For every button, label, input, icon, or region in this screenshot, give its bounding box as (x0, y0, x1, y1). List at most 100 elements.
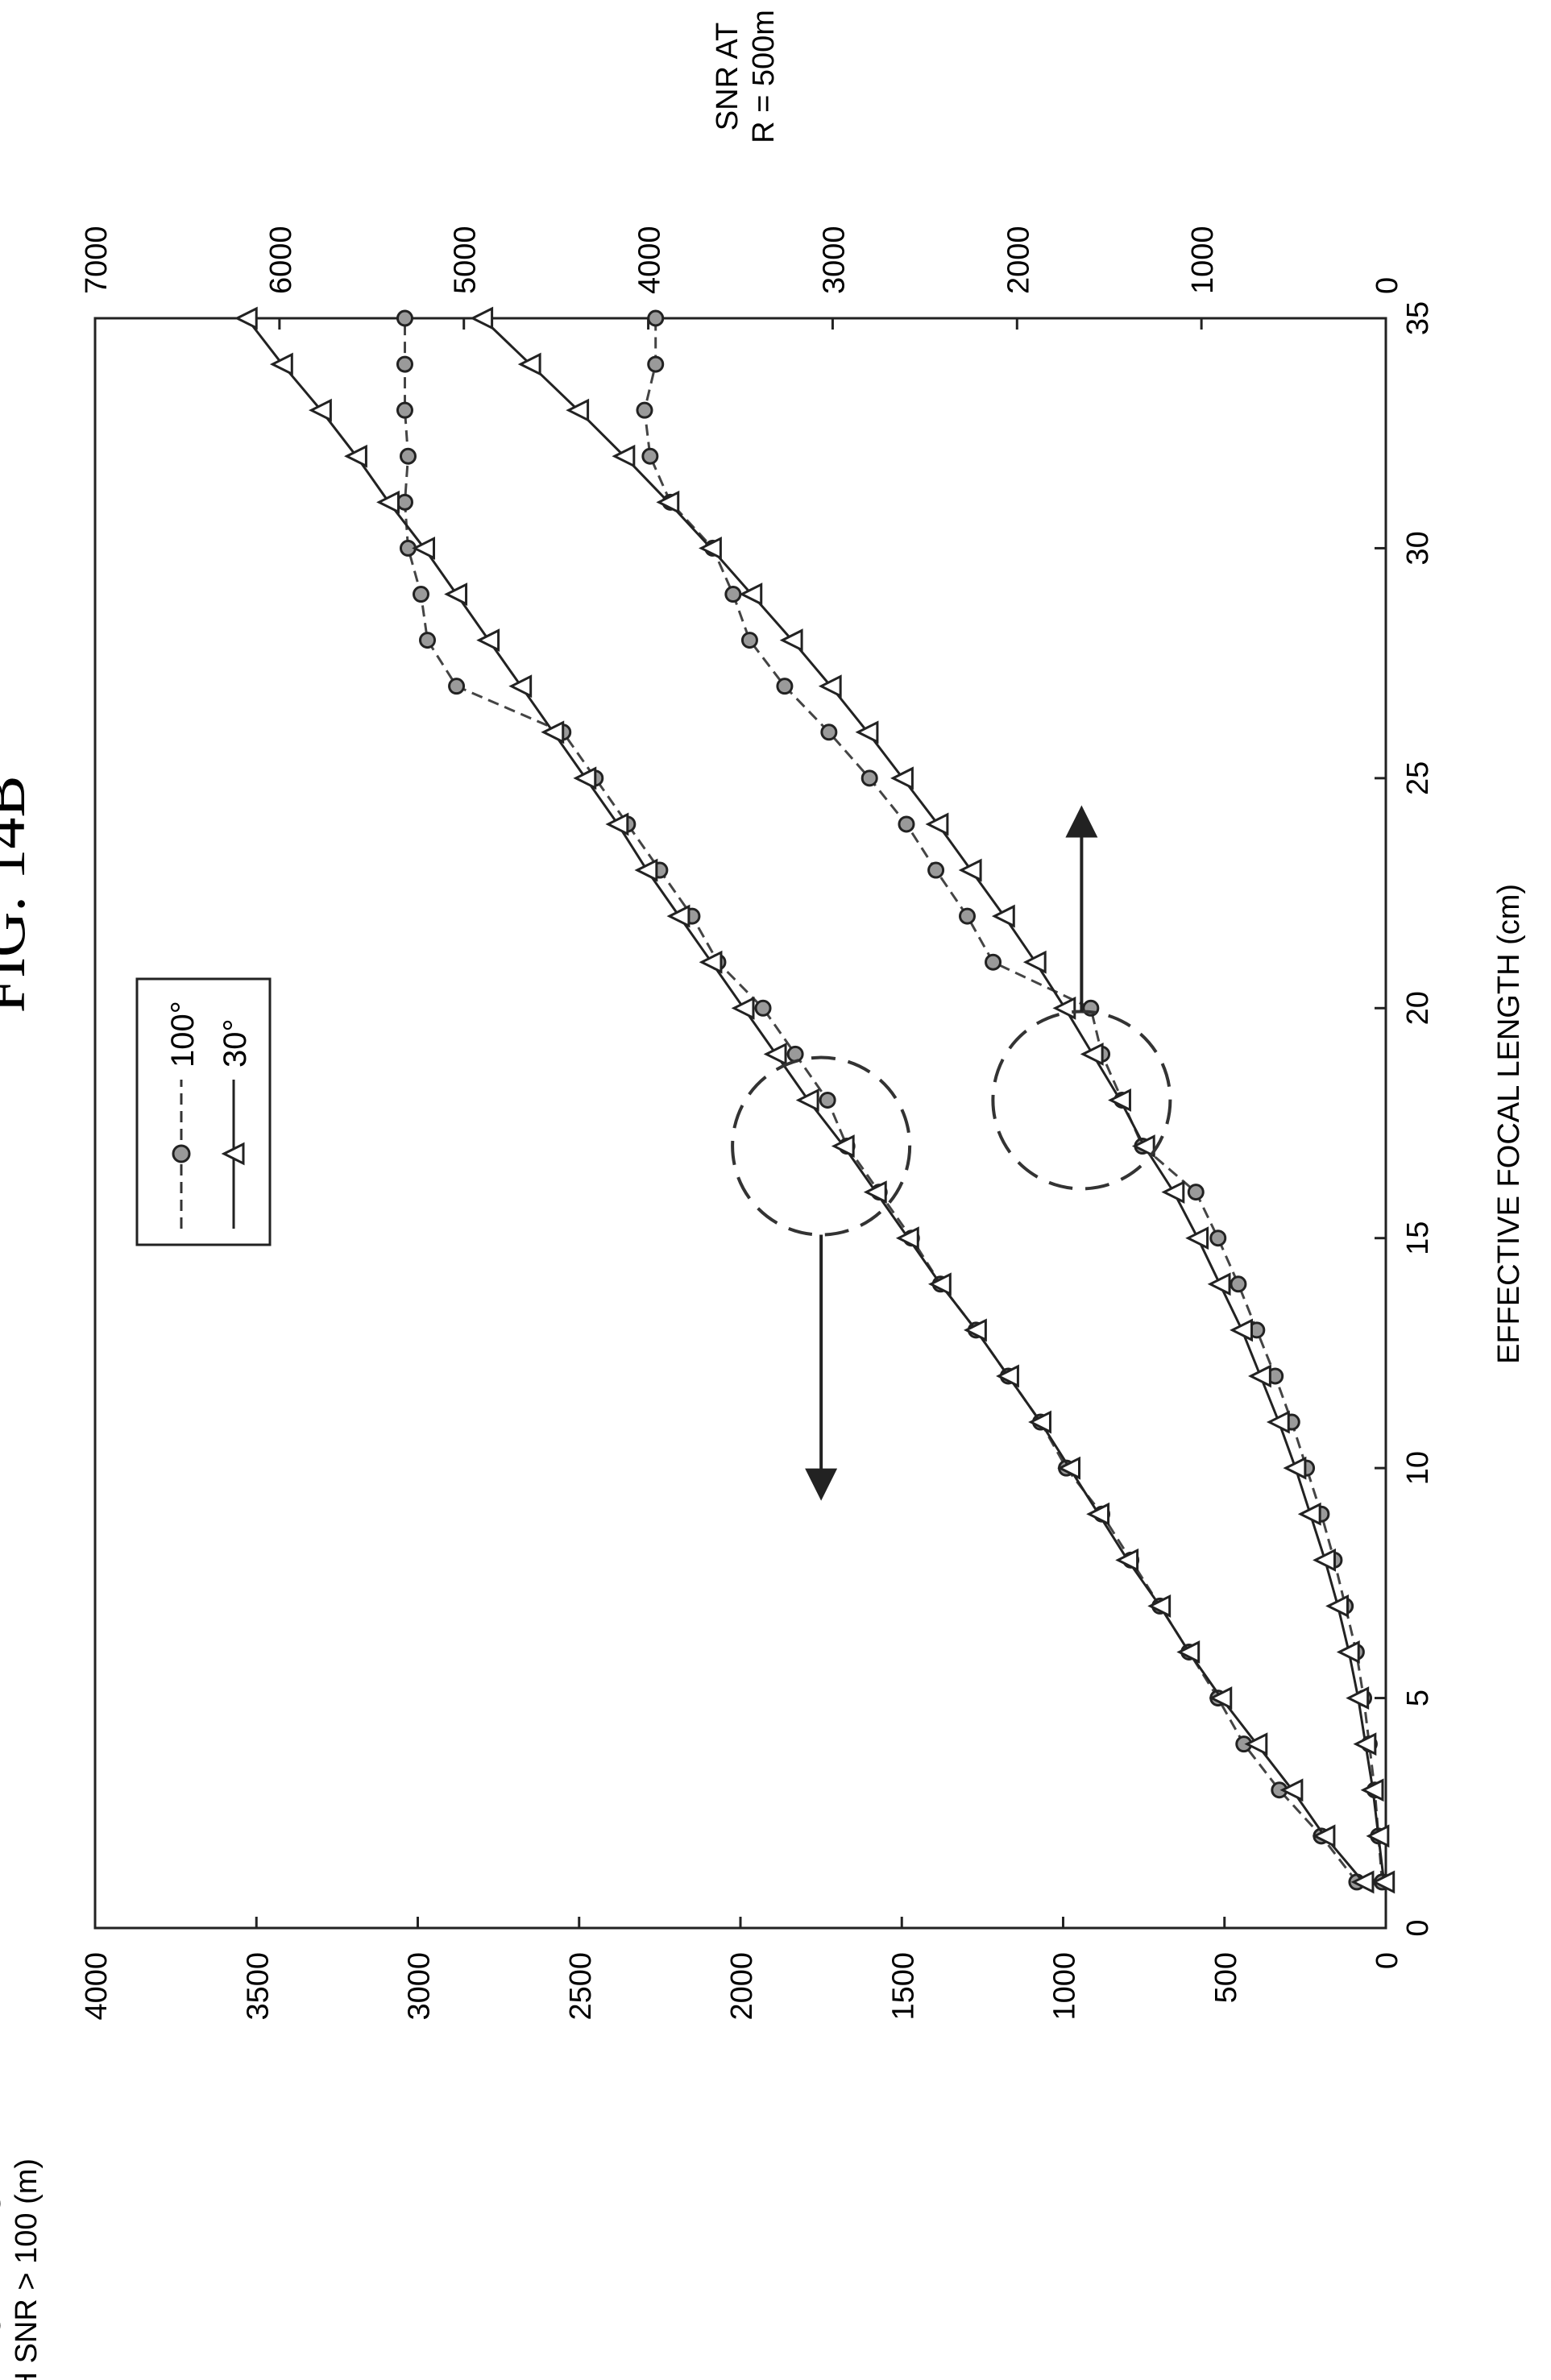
right-tick-label: 1000 (1186, 226, 1220, 294)
triangle-marker (1312, 1824, 1336, 1848)
x-tick-label: 5 (1401, 1690, 1435, 1706)
triangle-marker (1161, 1180, 1185, 1205)
triangle-marker (1297, 1502, 1321, 1526)
circle-marker (396, 493, 413, 511)
triangle-marker (1209, 1686, 1233, 1710)
triangle-marker (699, 537, 722, 560)
triangle-marker (1115, 1548, 1139, 1572)
triangle-marker (1176, 1640, 1201, 1664)
circle-marker (641, 447, 659, 465)
triangle-marker (1371, 1870, 1395, 1894)
circle-marker (985, 953, 1002, 971)
left-tick-label: 500 (1209, 1952, 1243, 2003)
left-tick-label: 3500 (241, 1952, 275, 2021)
triangle-marker (818, 674, 842, 699)
triangle-marker (1207, 1272, 1231, 1296)
triangle-marker (1185, 1226, 1209, 1250)
triangle-marker (1230, 1318, 1253, 1342)
triangle-marker (1336, 1640, 1360, 1664)
left-axis-title-line-2: WITH SNR > 100 (m) (10, 2158, 44, 2380)
triangle-marker (958, 858, 982, 882)
triangle-marker (1057, 1456, 1081, 1480)
circle-marker (1187, 1184, 1205, 1201)
right-axis-title-line-1: SNR AT (711, 23, 744, 131)
x-tick-label: 10 (1401, 1451, 1435, 1485)
series-layer (234, 306, 1395, 1894)
triangle-marker (1248, 1364, 1271, 1388)
left-tick-label: 4000 (80, 1952, 114, 2021)
right-tick-label: 7000 (80, 226, 114, 294)
x-tick-label: 0 (1401, 1919, 1435, 1936)
triangle-marker (731, 996, 755, 1020)
circle-marker (396, 401, 413, 419)
triangle-marker (831, 1134, 855, 1158)
left-axis-title: MAXIMUM RANGE WITH SNR > 100 (m) (0, 2158, 44, 2380)
triangle-marker (1028, 1410, 1051, 1434)
annotations (731, 805, 1172, 1501)
triangle-marker (634, 858, 658, 882)
triangle-marker (444, 583, 468, 606)
triangle-marker (927, 1272, 952, 1296)
triangle-marker (1353, 1732, 1377, 1756)
circle-marker (724, 586, 742, 603)
triangle-marker (508, 674, 533, 699)
triangle-marker (1313, 1548, 1336, 1572)
circle-marker (861, 769, 878, 787)
circle-marker (448, 678, 466, 695)
circle-marker (820, 724, 838, 741)
series-line (643, 318, 1383, 1883)
triangle-marker (605, 812, 629, 836)
right-tick-label: 2000 (1002, 226, 1035, 294)
triangle-marker (925, 812, 949, 836)
circle-marker (399, 447, 417, 465)
triangle-marker (666, 904, 690, 928)
triangle-marker (1022, 950, 1047, 974)
circle-marker (754, 999, 772, 1017)
triangle-marker (991, 904, 1015, 928)
circle-marker (647, 309, 665, 327)
triangle-marker (890, 766, 914, 790)
circle-marker (1230, 1275, 1247, 1293)
series-right-triangle (470, 306, 1395, 1894)
triangle-marker (1086, 1502, 1110, 1526)
triangle-marker (1080, 1042, 1104, 1066)
left-tick-label: 2500 (564, 1952, 598, 2021)
triangle-marker (895, 1226, 919, 1250)
right-tick-label: 5000 (449, 226, 483, 294)
triangle-marker (1108, 1088, 1131, 1112)
legend-label-30: 30° (218, 1019, 253, 1068)
triangle-marker (763, 1042, 787, 1066)
triangle-marker (1052, 996, 1076, 1020)
triangle-marker (863, 1180, 887, 1205)
circle-marker (413, 586, 430, 603)
right-tick-label: 4000 (633, 226, 667, 294)
triangle-marker (517, 352, 541, 376)
figure-title: FIG. 14B (0, 776, 38, 1014)
triangle-marker (344, 444, 367, 468)
triangle-marker (1346, 1686, 1370, 1710)
left-axis-title-line-1: MAXIMUM RANGE (0, 2171, 7, 2380)
right-tick-label: 6000 (264, 226, 298, 294)
series-line (403, 318, 1358, 1883)
legend-triangle-marker (221, 1142, 245, 1166)
triangle-marker (376, 490, 400, 514)
x-tick-label: 35 (1401, 301, 1435, 335)
circle-marker (636, 401, 653, 419)
triangle-marker (795, 1088, 819, 1112)
left-tick-label: 1000 (1048, 1952, 1082, 2021)
axis-ticks: 0 5 10 15 20 25 30 35 0 500 1000 1500 2000 2500 3000 35… (80, 226, 1435, 2020)
circle-marker (927, 861, 945, 879)
annotation-circle-range (731, 1055, 912, 1237)
circle-marker (958, 907, 976, 925)
series-left-triangle (234, 306, 1375, 1894)
triangle-marker (1283, 1456, 1307, 1480)
triangle-marker (739, 583, 763, 606)
legend-circle-marker (172, 1144, 191, 1163)
triangle-marker (1279, 1778, 1304, 1802)
triangle-marker (996, 1364, 1019, 1388)
series-line (481, 317, 1386, 1883)
triangle-marker (1147, 1594, 1172, 1618)
triangle-marker (470, 306, 494, 330)
triangle-marker (1366, 1824, 1390, 1848)
